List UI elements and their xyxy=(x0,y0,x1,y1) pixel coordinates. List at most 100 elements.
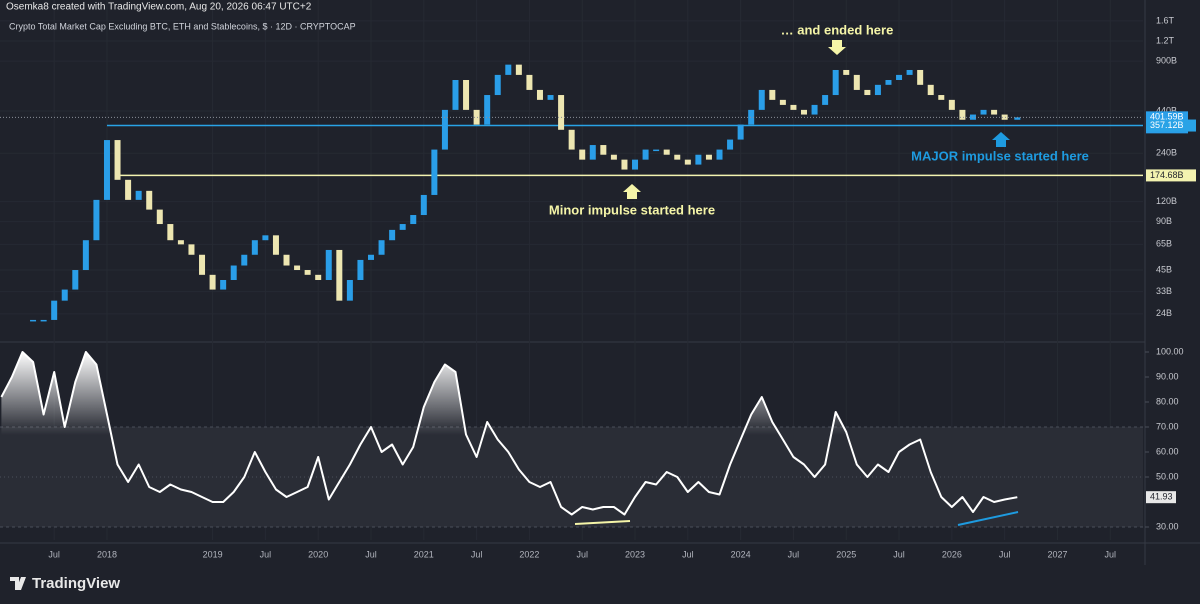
candle xyxy=(948,99,955,110)
x-tick-label: 2024 xyxy=(731,549,751,559)
candle xyxy=(980,109,987,115)
level-box xyxy=(1146,119,1196,132)
candle xyxy=(325,249,332,281)
candle xyxy=(843,69,850,75)
candle xyxy=(368,254,375,260)
candle xyxy=(600,145,607,155)
y-tick-label: 120B xyxy=(1156,196,1177,206)
candle xyxy=(991,109,998,115)
candle xyxy=(473,109,480,125)
x-tick-label: Jul xyxy=(1105,549,1117,559)
x-tick-label: 2019 xyxy=(203,549,223,559)
candle xyxy=(832,69,839,96)
candle xyxy=(705,154,712,160)
candle xyxy=(51,300,58,320)
candle xyxy=(146,190,153,210)
trendline xyxy=(574,520,631,525)
candle xyxy=(938,95,945,100)
candle xyxy=(727,139,734,150)
candle xyxy=(779,99,786,105)
candle xyxy=(262,235,269,241)
x-tick-label: Jul xyxy=(893,549,905,559)
candle xyxy=(515,64,522,75)
annotation: MAJOR impulse started here xyxy=(911,148,1089,163)
y-tick-label: 240B xyxy=(1156,148,1177,158)
y-tick-label: 80.00 xyxy=(1156,396,1179,406)
candle xyxy=(82,240,89,271)
candle xyxy=(800,109,807,115)
candle xyxy=(40,319,47,322)
x-tick-label: 2026 xyxy=(942,549,962,559)
x-tick-label: 2022 xyxy=(519,549,539,559)
candle xyxy=(874,84,881,96)
y-tick-label: 30.00 xyxy=(1156,521,1179,531)
trendline xyxy=(957,511,1019,526)
candle xyxy=(494,74,501,96)
candle xyxy=(790,104,797,110)
x-tick-label: 2020 xyxy=(308,549,328,559)
candle xyxy=(684,159,691,165)
candle xyxy=(410,215,417,225)
candle xyxy=(906,69,913,75)
candle xyxy=(621,159,628,170)
candle xyxy=(547,95,554,100)
candle xyxy=(431,149,438,195)
candle xyxy=(209,274,216,290)
candle xyxy=(357,259,364,281)
y-tick-label: 90B xyxy=(1156,216,1172,226)
candle xyxy=(695,154,702,165)
y-tick-label: 50.00 xyxy=(1156,471,1179,481)
x-tick-label: 2025 xyxy=(836,549,856,559)
candle xyxy=(917,69,924,85)
candle xyxy=(72,270,79,290)
candle xyxy=(822,95,829,105)
x-tick-label: 2023 xyxy=(625,549,645,559)
level-label: 174.68B xyxy=(1150,170,1184,180)
x-tick-label: Jul xyxy=(365,549,377,559)
x-tick-label: Jul xyxy=(471,549,483,559)
footer xyxy=(0,565,1200,604)
candle xyxy=(536,89,543,100)
candle xyxy=(399,224,406,230)
brand-logo-dot xyxy=(21,577,25,581)
annotation: Minor impulse started here xyxy=(549,202,715,217)
candle xyxy=(304,270,311,275)
candle xyxy=(389,229,396,241)
candle xyxy=(378,240,385,255)
arrow-up xyxy=(623,184,641,199)
x-tick-label: 2027 xyxy=(1047,549,1067,559)
candle xyxy=(188,244,195,255)
candle xyxy=(716,149,723,160)
candle xyxy=(811,104,818,115)
candle xyxy=(642,149,649,160)
candle xyxy=(484,95,491,125)
candle xyxy=(135,190,142,200)
y-tick-label: 440B xyxy=(1156,105,1177,115)
candle xyxy=(674,154,681,160)
candle xyxy=(632,159,639,170)
y-tick-label: 1.2T xyxy=(1156,35,1175,45)
candle xyxy=(589,145,596,160)
candle xyxy=(885,80,892,85)
candle xyxy=(959,109,966,120)
y-tick-label: 900B xyxy=(1156,55,1177,65)
y-tick-label: 65B xyxy=(1156,239,1172,249)
candle xyxy=(558,95,565,130)
candle xyxy=(241,254,248,266)
candle xyxy=(927,84,934,96)
rsi-line xyxy=(0,351,1018,516)
last-price-label: 401.59B xyxy=(1150,112,1184,122)
candle xyxy=(896,74,903,81)
arrow-down xyxy=(828,40,846,55)
candle xyxy=(30,319,37,322)
x-tick-label: Jul xyxy=(682,549,694,559)
y-tick-label: 1.6T xyxy=(1156,15,1175,25)
candle xyxy=(230,265,237,281)
candle xyxy=(663,149,670,155)
candle xyxy=(568,129,575,150)
candle xyxy=(114,140,121,180)
candle xyxy=(653,149,660,152)
x-tick-label: 2021 xyxy=(414,549,434,559)
last-value-box xyxy=(1146,491,1176,504)
